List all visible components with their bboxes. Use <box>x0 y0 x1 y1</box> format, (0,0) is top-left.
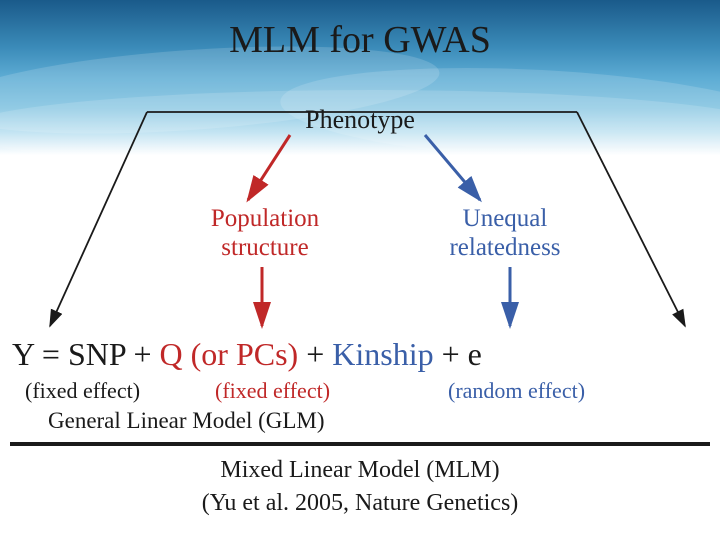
eq-plus-e: + e <box>434 336 482 372</box>
eq-q: Q (or PCs) <box>160 336 299 372</box>
eq-y-snp: Y = SNP + <box>12 336 160 372</box>
random-effect-kinship: (random effect) <box>448 378 585 404</box>
phenotype-label: Phenotype <box>260 105 460 135</box>
fixed-effect-snp: (fixed effect) <box>25 378 140 404</box>
unequal-line1: Unequal <box>463 205 548 232</box>
model-equation: Y = SNP + Q (or PCs) + Kinship + e <box>12 336 712 373</box>
glm-label: General Linear Model (GLM) <box>48 408 325 434</box>
pop-struct-line1: Population <box>211 205 319 232</box>
eq-plus1: + <box>298 336 332 372</box>
eq-kinship: Kinship <box>332 336 433 372</box>
citation: (Yu et al. 2005, Nature Genetics) <box>0 490 720 517</box>
divider-line <box>10 442 710 446</box>
population-structure-label: Population structure <box>175 205 355 263</box>
unequal-relatedness-label: Unequal relatedness <box>415 205 595 263</box>
pop-struct-line2: structure <box>221 234 308 261</box>
mlm-label: Mixed Linear Model (MLM) <box>0 457 720 484</box>
fixed-effect-q: (fixed effect) <box>215 378 330 404</box>
unequal-line2: relatedness <box>449 234 560 261</box>
slide-title: MLM for GWAS <box>0 18 720 62</box>
